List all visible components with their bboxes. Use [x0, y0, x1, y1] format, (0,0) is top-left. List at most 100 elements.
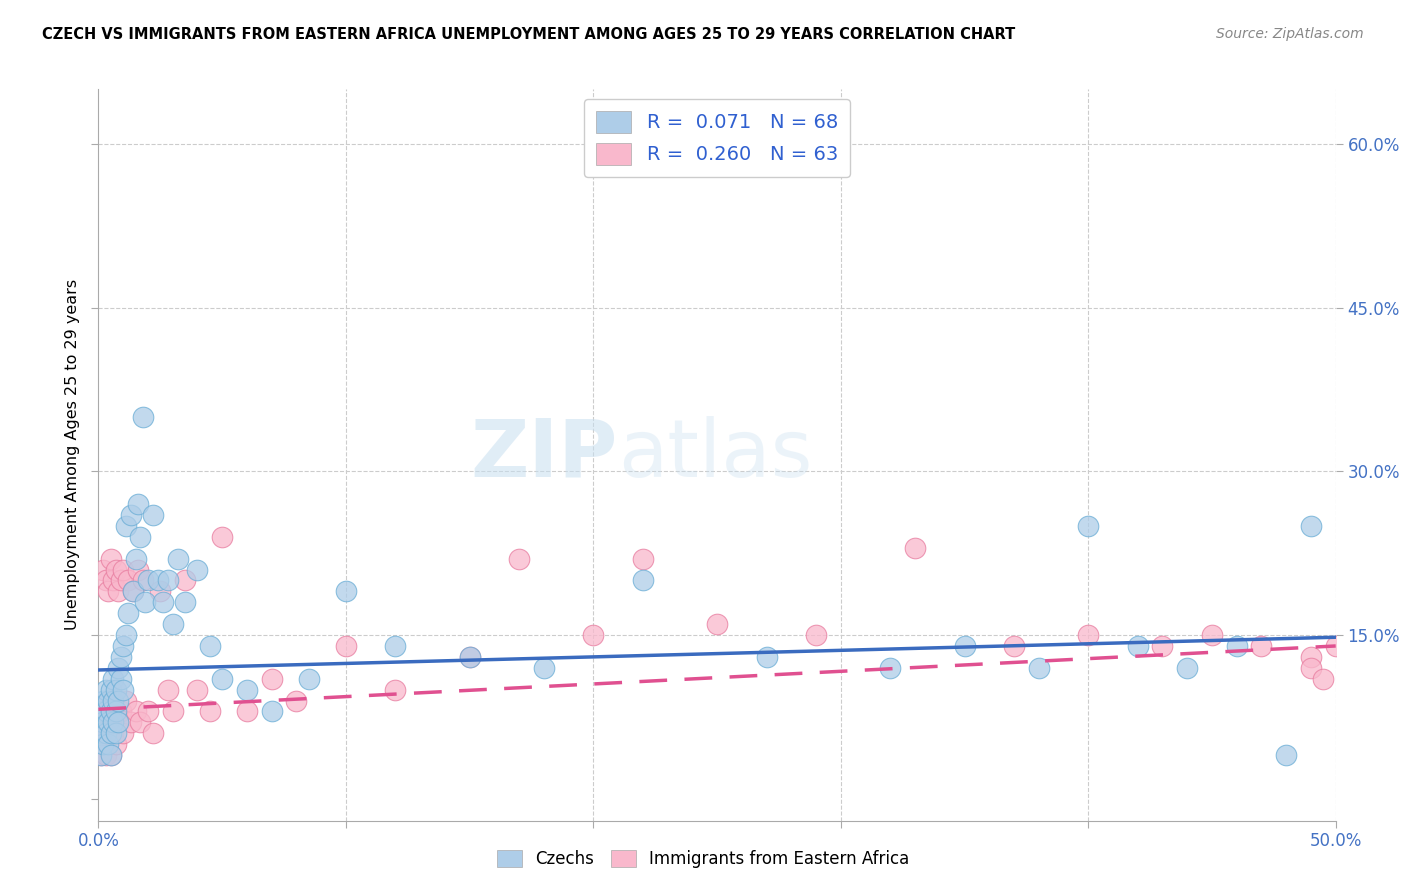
Point — [142, 508, 165, 522]
Point — [103, 726, 125, 740]
Text: CZECH VS IMMIGRANTS FROM EASTERN AFRICA UNEMPLOYMENT AMONG AGES 25 TO 29 YEARS C: CZECH VS IMMIGRANTS FROM EASTERN AFRICA … — [42, 27, 1015, 42]
Point — [112, 563, 135, 577]
Point — [114, 693, 136, 707]
Point — [508, 551, 530, 566]
Point — [162, 705, 184, 719]
Point — [458, 649, 481, 664]
Point — [198, 705, 221, 719]
Point — [94, 574, 117, 588]
Point — [384, 639, 406, 653]
Point — [142, 726, 165, 740]
Point — [236, 705, 259, 719]
Point — [260, 672, 283, 686]
Point — [1312, 672, 1334, 686]
Point — [904, 541, 927, 555]
Point — [1250, 639, 1272, 653]
Point — [129, 715, 152, 730]
Point — [631, 551, 654, 566]
Point — [129, 530, 152, 544]
Point — [97, 737, 120, 751]
Legend: Czechs, Immigrants from Eastern Africa: Czechs, Immigrants from Eastern Africa — [491, 843, 915, 875]
Point — [97, 693, 120, 707]
Point — [97, 726, 120, 740]
Point — [104, 726, 127, 740]
Point — [162, 617, 184, 632]
Point — [1299, 649, 1322, 664]
Point — [1077, 519, 1099, 533]
Point — [94, 682, 117, 697]
Point — [90, 705, 112, 719]
Y-axis label: Unemployment Among Ages 25 to 29 years: Unemployment Among Ages 25 to 29 years — [65, 279, 80, 631]
Point — [103, 715, 125, 730]
Text: ZIP: ZIP — [471, 416, 619, 494]
Point — [112, 682, 135, 697]
Point — [166, 551, 188, 566]
Text: atlas: atlas — [619, 416, 813, 494]
Point — [94, 715, 117, 730]
Point — [186, 563, 208, 577]
Point — [755, 649, 778, 664]
Point — [100, 726, 122, 740]
Point — [804, 628, 827, 642]
Point — [103, 693, 125, 707]
Point — [136, 705, 159, 719]
Point — [1126, 639, 1149, 653]
Point — [879, 661, 901, 675]
Point — [112, 639, 135, 653]
Point — [114, 519, 136, 533]
Point — [93, 715, 115, 730]
Point — [94, 748, 117, 763]
Point — [298, 672, 321, 686]
Point — [90, 748, 112, 763]
Point — [149, 584, 172, 599]
Point — [211, 530, 233, 544]
Point — [236, 682, 259, 697]
Legend: R =  0.071   N = 68, R =  0.260   N = 63: R = 0.071 N = 68, R = 0.260 N = 63 — [585, 99, 849, 177]
Point — [100, 748, 122, 763]
Point — [1152, 639, 1174, 653]
Point — [120, 508, 142, 522]
Point — [198, 639, 221, 653]
Point — [114, 628, 136, 642]
Point — [93, 737, 115, 751]
Point — [107, 715, 129, 730]
Point — [110, 705, 132, 719]
Point — [1201, 628, 1223, 642]
Point — [104, 705, 127, 719]
Point — [110, 574, 132, 588]
Point — [110, 649, 132, 664]
Point — [117, 574, 139, 588]
Point — [110, 672, 132, 686]
Point — [103, 672, 125, 686]
Point — [1226, 639, 1249, 653]
Point — [533, 661, 555, 675]
Point — [156, 682, 179, 697]
Point — [122, 584, 145, 599]
Point — [107, 715, 129, 730]
Point — [127, 563, 149, 577]
Text: Source: ZipAtlas.com: Source: ZipAtlas.com — [1216, 27, 1364, 41]
Point — [285, 693, 308, 707]
Point — [1324, 639, 1347, 653]
Point — [117, 606, 139, 620]
Point — [112, 726, 135, 740]
Point — [134, 595, 156, 609]
Point — [124, 705, 146, 719]
Point — [124, 551, 146, 566]
Point — [136, 574, 159, 588]
Point — [335, 639, 357, 653]
Point — [94, 705, 117, 719]
Point — [107, 584, 129, 599]
Point — [93, 705, 115, 719]
Point — [100, 551, 122, 566]
Point — [631, 574, 654, 588]
Point — [1002, 639, 1025, 653]
Point — [260, 705, 283, 719]
Point — [107, 661, 129, 675]
Point — [458, 649, 481, 664]
Point — [174, 595, 197, 609]
Point — [103, 705, 125, 719]
Point — [384, 682, 406, 697]
Point — [1028, 661, 1050, 675]
Point — [104, 737, 127, 751]
